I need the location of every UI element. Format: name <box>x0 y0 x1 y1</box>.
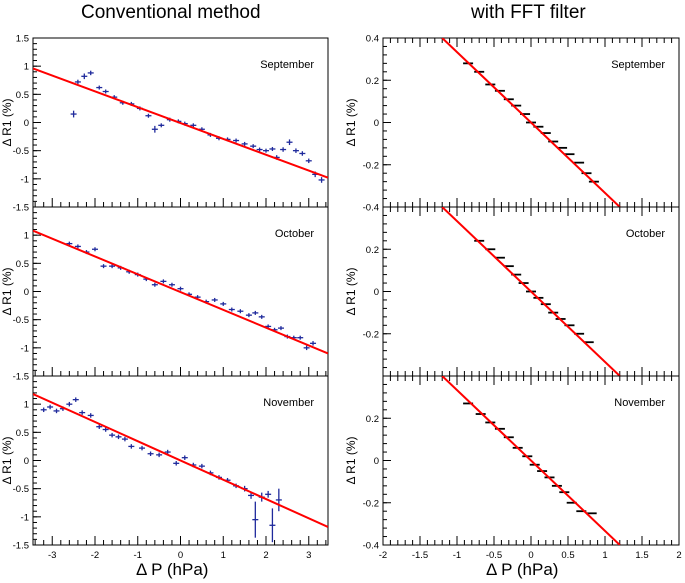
left-november-points <box>40 397 282 543</box>
left-november-ytick-label: -0.5 <box>13 484 29 495</box>
left-october-fit-line <box>33 229 328 355</box>
left-november-xtick-label: -2 <box>91 550 99 561</box>
left-november-ytick-label: 0 <box>24 456 29 467</box>
right-october-ylabel: Δ R1 (%) <box>344 267 358 315</box>
right-september-fit-group <box>441 38 621 207</box>
left-september-ytick-label: -1.5 <box>13 203 29 214</box>
left-october-ytick-label: -0.5 <box>13 315 29 326</box>
left-october-title: October <box>275 228 314 240</box>
right-november-xtick-label: -1.5 <box>412 550 428 561</box>
left-november-xtick-label: 3 <box>306 550 311 561</box>
right-october-points <box>474 239 594 344</box>
left-october-panel: -1.5 -1 -0.5 0 0.5 1 Δ R1 (%) October <box>0 206 329 383</box>
left-november-xtick-label: 0 <box>178 550 183 561</box>
left-september-ylabel: Δ R1 (%) <box>0 98 14 146</box>
left-x-axis-label: Δ P (hPa) <box>136 560 209 579</box>
left-september-ytick-label: -1 <box>21 174 29 185</box>
left-column-title: Conventional method <box>81 2 261 23</box>
left-november-ytick-label: -1.5 <box>13 541 29 552</box>
left-october-ytick-label: -1 <box>21 343 29 354</box>
right-october-fit-line <box>441 207 621 376</box>
left-october-fit-group <box>33 229 328 355</box>
left-november-xtick-label: -1 <box>134 550 142 561</box>
right-november-xtick-label: 2 <box>676 550 681 561</box>
left-september-points <box>70 70 325 183</box>
left-september-fit-group <box>33 67 328 179</box>
left-november-xtick-label: -3 <box>48 550 56 561</box>
left-november-ytick-label: 0.5 <box>16 428 29 439</box>
right-november-ytick-label: 0.2 <box>366 414 379 425</box>
left-november-title: November <box>263 397 314 409</box>
right-november-xtick-label: -2 <box>379 550 387 561</box>
left-november-fit-group <box>33 393 328 528</box>
right-september-ytick-label: 0 <box>374 118 379 129</box>
right-november-ylabel: Δ R1 (%) <box>344 436 358 484</box>
right-november-ytick-label: -0.4 <box>363 541 379 552</box>
right-september-ylabel: Δ R1 (%) <box>344 98 358 146</box>
right-september-ytick-label: 0.2 <box>366 76 379 87</box>
right-september-title: September <box>611 59 665 71</box>
right-september-ytick-label: 0.4 <box>366 34 379 45</box>
right-october-ytick-label: 0 <box>374 287 379 298</box>
left-september-ytick-label: 1.5 <box>16 34 29 45</box>
right-september-ytick-label: -0.4 <box>363 203 379 214</box>
right-november-title: November <box>614 397 665 409</box>
left-november-ytick-label: -1 <box>21 512 29 523</box>
right-column-title: with FFT filter <box>471 2 586 23</box>
right-november-fit-line <box>441 376 621 545</box>
left-november-xtick-label: 2 <box>263 550 268 561</box>
right-november-fit-group <box>441 376 621 545</box>
right-x-axis-label: Δ P (hPa) <box>486 560 559 579</box>
right-october-title: October <box>626 228 665 240</box>
right-november-xtick-label: -1 <box>453 550 461 561</box>
left-november-fit-line <box>33 393 328 528</box>
left-september-ytick-label: 0 <box>24 118 29 129</box>
left-november-panel: -1.5 -1 -0.5 0 0.5 1 -3 -2 -1 0 1 2 3 Δ R1 (%) Novembe… <box>0 375 329 561</box>
right-november-xtick-label: 0.5 <box>561 550 574 561</box>
left-november-ytick-label: 1 <box>24 400 29 411</box>
right-october-fit-group <box>441 207 621 376</box>
left-november-ylabel: Δ R1 (%) <box>0 436 14 484</box>
right-september-panel: -0.4 -0.2 0 0.2 0.4 Δ R1 (%) September <box>344 34 680 214</box>
left-september-panel: -1.5 -1 -0.5 0 0.5 1 1.5 Δ R1 (%) September <box>0 34 329 214</box>
right-september-fit-line <box>441 38 621 207</box>
left-october-ylabel: Δ R1 (%) <box>0 267 14 315</box>
left-october-ytick-label: 1 <box>24 231 29 242</box>
right-november-xtick-label: -0.5 <box>486 550 502 561</box>
left-september-ytick-label: 0.5 <box>16 90 29 101</box>
left-november-xtick-label: 1 <box>221 550 226 561</box>
left-september-ytick-label: -0.5 <box>13 146 29 157</box>
right-october-ytick-label: -0.2 <box>363 329 379 340</box>
left-september-ytick-label: 1 <box>24 62 29 73</box>
left-october-ytick-label: 0.5 <box>16 259 29 270</box>
right-september-ytick-label: -0.2 <box>363 160 379 171</box>
right-november-xtick-label: 0 <box>528 550 533 561</box>
left-october-ytick-label: 0 <box>24 287 29 298</box>
right-november-panel: -0.4 -0.2 0 0.2 -2 -1.5 -1 -0.5 0 0.5 1 1.5 2 Δ R1 (%… <box>344 375 682 561</box>
right-october-ytick-label: 0.2 <box>366 245 379 256</box>
left-september-fit-line <box>33 67 328 179</box>
left-october-ytick-label: -1.5 <box>13 372 29 383</box>
right-november-ytick-label: 0 <box>374 456 379 467</box>
right-november-xtick-label: 1 <box>602 550 607 561</box>
right-november-ytick-label: -0.2 <box>363 498 379 509</box>
left-september-title: September <box>260 59 314 71</box>
right-october-panel: -0.2 0 0.2 Δ R1 (%) October <box>344 206 680 377</box>
right-november-xtick-label: 1.5 <box>635 550 648 561</box>
